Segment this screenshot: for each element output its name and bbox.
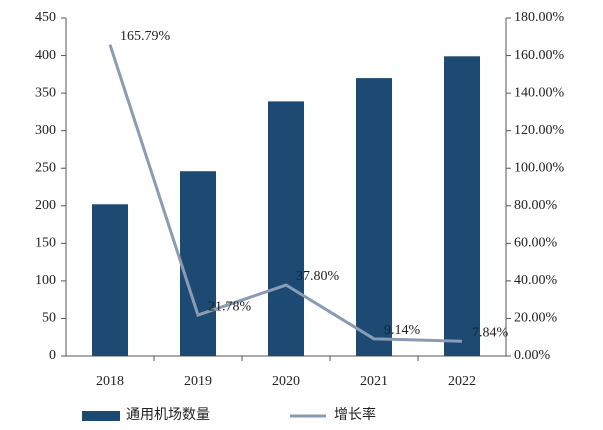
y2-tick-label: 160.00% <box>514 48 565 63</box>
y2-tick-label: 20.00% <box>514 311 558 326</box>
y-tick-label: 300 <box>35 123 56 138</box>
x-tick-label: 2022 <box>448 374 476 389</box>
data-label: 9.14% <box>384 323 421 338</box>
y2-tick-label: 60.00% <box>514 236 558 251</box>
y2-tick-label: 180.00% <box>514 10 565 25</box>
data-label: 37.80% <box>296 269 340 284</box>
bar <box>268 101 304 356</box>
x-tick-label: 2020 <box>272 374 300 389</box>
legend-label: 增长率 <box>334 406 376 423</box>
x-tick-label: 2018 <box>96 374 124 389</box>
bar <box>180 171 216 356</box>
y-tick-label: 250 <box>35 160 56 175</box>
y-tick-label: 200 <box>35 198 56 213</box>
bar <box>444 56 480 356</box>
y-tick-label: 0 <box>49 348 56 363</box>
y-tick-label: 150 <box>35 236 56 251</box>
y-tick-label: 400 <box>35 48 56 63</box>
bar <box>356 78 392 356</box>
y2-tick-label: 80.00% <box>514 198 558 213</box>
y2-tick-label: 120.00% <box>514 123 565 138</box>
data-label: 21.78% <box>208 299 252 314</box>
data-label: 165.79% <box>120 29 171 44</box>
y2-tick-label: 100.00% <box>514 160 565 175</box>
data-label: 7.84% <box>472 325 509 340</box>
legend-swatch <box>82 411 120 421</box>
legend-label: 通用机场数量 <box>126 407 210 423</box>
y2-tick-label: 0.00% <box>514 348 551 363</box>
y-tick-label: 350 <box>35 85 56 100</box>
growth-line <box>108 44 463 343</box>
y2-tick-label: 40.00% <box>514 273 558 288</box>
y-tick-label: 450 <box>35 10 56 25</box>
x-tick-label: 2021 <box>360 374 388 389</box>
x-tick-label: 2019 <box>184 374 212 389</box>
y2-tick-label: 140.00% <box>514 85 565 100</box>
bar <box>92 204 128 356</box>
y-tick-label: 50 <box>42 311 56 326</box>
y-tick-label: 100 <box>35 273 56 288</box>
